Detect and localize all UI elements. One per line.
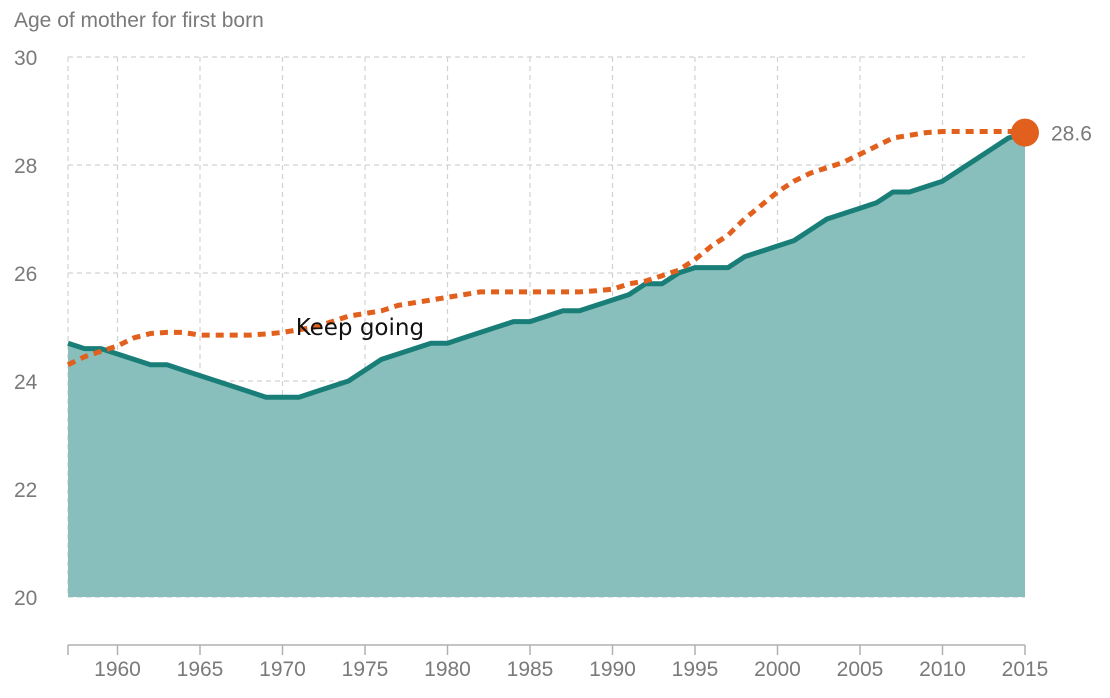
series-0-area xyxy=(68,132,1025,597)
series-line-layer xyxy=(66,129,1026,400)
y-axis-ticks: 20 22 24 26 28 30 xyxy=(14,47,38,610)
x-tick-label-2010: 2010 xyxy=(919,658,966,681)
y-tick-label-20: 20 xyxy=(14,587,37,610)
y-axis-title: Age of mother for first born xyxy=(14,9,264,32)
x-tick-label-1995: 1995 xyxy=(672,658,719,681)
y-tick-label-24: 24 xyxy=(14,371,38,394)
x-tick-label-1970: 1970 xyxy=(259,658,306,681)
y-tick-label-28: 28 xyxy=(14,155,37,178)
x-tick-label-1975: 1975 xyxy=(342,658,389,681)
x-tick-label-1985: 1985 xyxy=(507,658,554,681)
y-tick-label-22: 22 xyxy=(14,479,37,502)
end-point-marker[interactable] xyxy=(1011,118,1039,147)
series-0-line xyxy=(67,130,1026,400)
end-point-label: 28.6 xyxy=(1051,123,1092,146)
x-tick-label-1990: 1990 xyxy=(589,658,636,681)
x-tick-label-2015: 2015 xyxy=(1002,658,1049,681)
x-axis: 1960 1965 1970 1975 1980 1985 1990 1995 2000 2005… xyxy=(67,644,1049,681)
y-tick-label-30: 30 xyxy=(14,47,37,70)
x-tick-label-1965: 1965 xyxy=(177,658,224,681)
end-point-layer: 28.6 xyxy=(1011,118,1092,147)
series-area-layer xyxy=(68,132,1025,597)
x-tick-label-1980: 1980 xyxy=(424,658,471,681)
x-tick-label-2000: 2000 xyxy=(754,658,801,681)
annotation-keep-going: Keep going xyxy=(296,315,424,341)
x-tick-label-1960: 1960 xyxy=(94,658,141,681)
x-tick-label-2005: 2005 xyxy=(837,658,884,681)
y-tick-label-26: 26 xyxy=(14,263,37,286)
